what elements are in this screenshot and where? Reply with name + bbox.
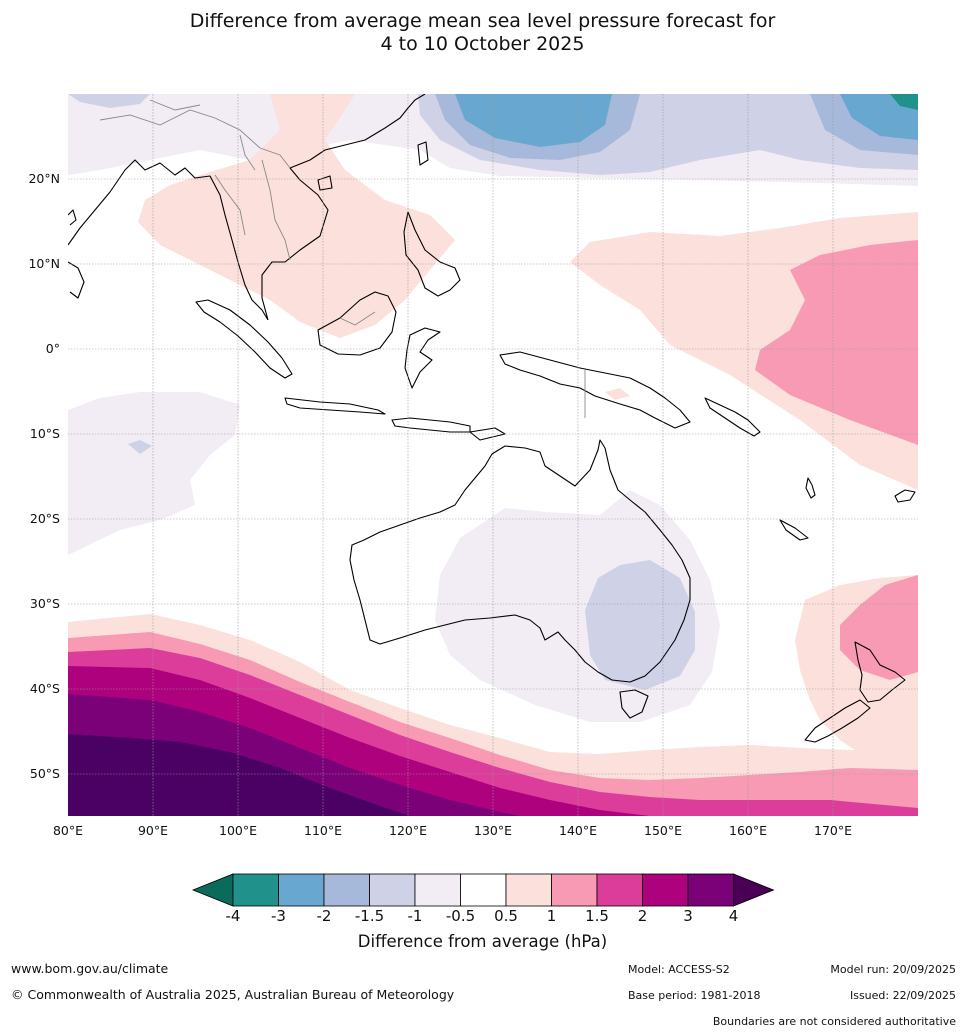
graticule [68, 94, 918, 816]
contour-plus-0-5-png-spot [605, 388, 630, 400]
coast-philippines [403, 211, 461, 297]
lon-label-150e: 150°E [643, 823, 683, 838]
website-link[interactable]: www.bom.gov.au/climate [11, 961, 169, 976]
colorbar-tick-label: -1 [407, 907, 423, 925]
contour-plus-1-nz [840, 575, 918, 680]
colorbar-tick-label: 2 [637, 907, 648, 925]
map-title: Difference from average mean sea level p… [0, 10, 965, 56]
lat-label-20n: 20°N [28, 171, 60, 186]
copyright-notice: © Commonwealth of Australia 2025, Austra… [11, 987, 455, 1002]
border-asia [99, 99, 291, 261]
contour-minus-2-north [455, 94, 612, 147]
lat-label-10s: 10°S [29, 426, 60, 441]
coast-solomons [704, 397, 761, 437]
contour-minus-0-5-indian-ocean [68, 392, 240, 555]
coast-australia [349, 439, 691, 683]
coast-fiji [894, 489, 916, 503]
colorbar-tick-label: 0.5 [494, 907, 518, 925]
colorbar-label: Difference from average (hPa) [357, 932, 608, 951]
lat-label-0: 0° [45, 341, 60, 356]
base-period: Base period: 1981-2018 [628, 989, 761, 1002]
colorbar-tick-label: -1.5 [354, 907, 385, 925]
coast-nz-north [854, 641, 906, 703]
colorbar-tick-label: 1.5 [585, 907, 609, 925]
colorbar-tick-label: -4 [225, 907, 241, 925]
coast-new-guinea [499, 351, 691, 429]
contour-minus-1-australia [585, 560, 695, 690]
coast-sri-lanka [68, 209, 77, 226]
contour-plus-4-south [68, 734, 410, 816]
colorbar-tick-label: -3 [271, 907, 286, 925]
coast-taiwan [417, 141, 429, 166]
colorbar-tick-label: -2 [316, 907, 332, 925]
model-run-date: Model run: 20/09/2025 [830, 963, 956, 976]
issued-date: Issued: 22/09/2025 [849, 989, 956, 1002]
coastlines [68, 94, 916, 743]
lon-label-100e: 100°E [218, 823, 258, 838]
lon-label-170e: 170°E [813, 823, 853, 838]
coast-borneo [317, 291, 397, 356]
lat-label-30s: 30°S [29, 596, 60, 611]
model-name: Model: ACCESS-S2 [628, 963, 730, 976]
lat-label-20s: 20°S [29, 511, 60, 526]
coast-timor [469, 427, 506, 441]
coast-tasmania [619, 689, 649, 719]
coast-sulawesi [404, 327, 441, 389]
lat-label-40s: 40°S [29, 681, 60, 696]
border-borneo [339, 311, 376, 326]
lon-label-90e: 90°E [137, 823, 169, 838]
lat-label-50s: 50°S [29, 766, 60, 781]
title-line-2: 4 to 10 October 2025 [380, 33, 585, 55]
coast-new-caledonia [779, 519, 809, 541]
coast-sumatra [195, 299, 293, 379]
lat-label-10n: 10°N [28, 256, 60, 271]
contour-plus-1-pacific [755, 240, 918, 445]
contour-minus-1-indian-ocean-spot [128, 440, 152, 454]
colorbar-tick-label: 1 [546, 907, 557, 925]
lon-label-160e: 160°E [728, 823, 768, 838]
lon-label-80e: 80°E [52, 823, 84, 838]
title-line-1: Difference from average mean sea level p… [189, 10, 776, 32]
colorbar-tick-label: 3 [683, 907, 693, 925]
contour-minus-1-nw [68, 94, 150, 108]
lon-label-140e: 140°E [558, 823, 598, 838]
lon-label-130e: 130°E [473, 823, 513, 838]
coast-india-tip [68, 261, 85, 299]
contour-minus-2-ne [840, 94, 918, 140]
lon-label-120e: 120°E [388, 823, 428, 838]
coast-asia-mainland [68, 94, 426, 321]
contour-plus-0-5-asia [138, 94, 455, 338]
coast-hainan [317, 175, 333, 191]
colorbar-tick-label: -0.5 [445, 907, 476, 925]
contour-minus-3-ne [890, 94, 918, 110]
lon-label-110e: 110°E [303, 823, 343, 838]
coast-nz-south [804, 699, 871, 743]
coast-java [284, 397, 386, 415]
coast-vanuatu [805, 477, 816, 499]
colorbar-tick-label: 4 [728, 907, 739, 925]
boundaries-disclaimer: Boundaries are not considered authoritat… [712, 1015, 956, 1028]
country-borders [99, 99, 586, 418]
